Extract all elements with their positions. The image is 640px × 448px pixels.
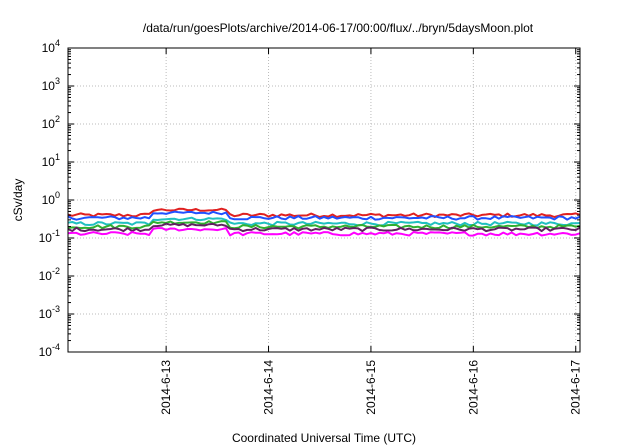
x-tick-label: 2014-6-16	[466, 360, 480, 415]
y-tick-exponent: -1	[52, 228, 60, 238]
series-line-1	[67, 210, 581, 221]
x-axis-ticks: 2014-6-13 2014-6-14 2014-6-15 2014-6-16 2014…	[159, 48, 583, 415]
y-tick-exponent: 0	[55, 190, 60, 200]
y-tick-label: 10-2	[39, 266, 60, 283]
y-tick-exponent: 2	[55, 114, 60, 124]
grid-lines	[68, 48, 580, 352]
y-tick-exponent: -4	[52, 342, 60, 352]
y-tick-base: 10	[39, 345, 53, 359]
y-tick-label: 100	[42, 190, 60, 207]
series-line-3	[67, 220, 581, 230]
y-tick-exponent: 4	[55, 38, 60, 48]
y-tick-label: 103	[42, 76, 60, 93]
x-tick-label: 2014-6-13	[159, 360, 173, 415]
y-tick-base: 10	[42, 79, 56, 93]
y-tick-base: 10	[42, 41, 56, 55]
chart-title: /data/run/goesPlots/archive/2014-06-17/0…	[143, 21, 534, 35]
series-line-2	[67, 216, 581, 227]
y-tick-exponent: 1	[55, 152, 60, 162]
y-tick-label: 104	[42, 38, 60, 55]
y-axis-label: cSv/day	[11, 179, 25, 222]
y-tick-base: 10	[39, 269, 53, 283]
y-tick-label: 102	[42, 114, 60, 131]
series-line-5	[67, 227, 581, 237]
y-tick-base: 10	[42, 155, 56, 169]
y-tick-base: 10	[42, 117, 56, 131]
x-tick-label: 2014-6-17	[569, 360, 583, 415]
y-tick-exponent: -2	[52, 266, 60, 276]
y-tick-base: 10	[39, 231, 53, 245]
x-axis-label: Coordinated Universal Time (UTC)	[232, 431, 416, 445]
x-tick-label: 2014-6-14	[262, 360, 276, 415]
x-tick-label: 2014-6-15	[364, 360, 378, 415]
y-tick-base: 10	[39, 307, 53, 321]
y-tick-label: 10-1	[39, 228, 60, 245]
y-tick-exponent: -3	[52, 304, 60, 314]
series-line-4	[67, 222, 581, 233]
y-tick-label: 10-3	[39, 304, 60, 321]
y-tick-label: 101	[42, 152, 60, 169]
series-layer	[67, 207, 581, 237]
y-tick-label: 10-4	[39, 342, 60, 359]
y-tick-exponent: 3	[55, 76, 60, 86]
y-tick-base: 10	[42, 193, 56, 207]
